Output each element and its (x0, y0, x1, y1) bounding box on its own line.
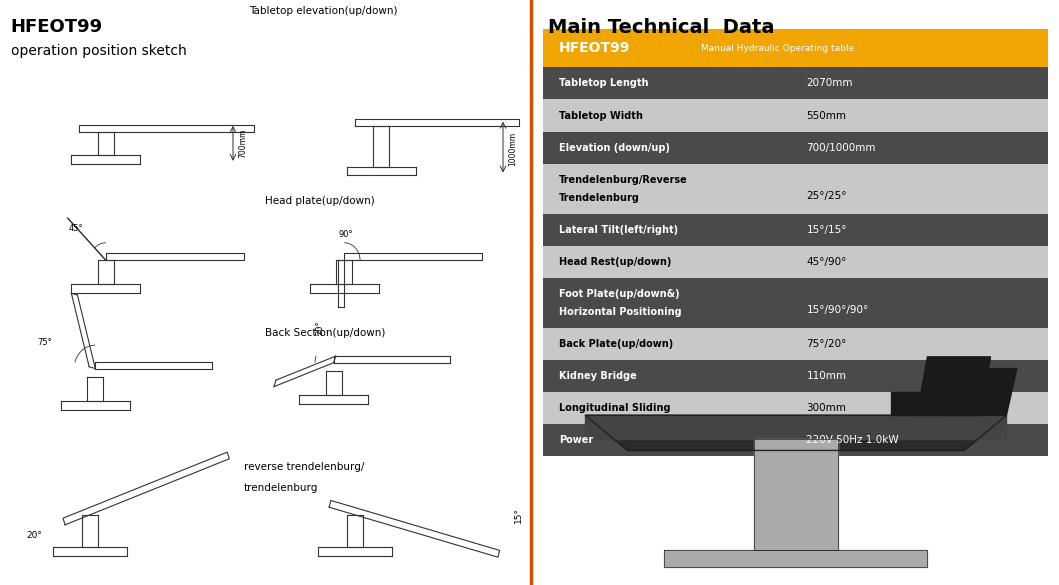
Text: Longitudinal Sliding: Longitudinal Sliding (559, 403, 670, 413)
Text: Tabletop Width: Tabletop Width (559, 111, 643, 121)
Text: Manual Hydraulic Operating table: Manual Hydraulic Operating table (701, 44, 855, 53)
Bar (543, 328, 1048, 360)
Text: Tabletop Length: Tabletop Length (559, 78, 648, 88)
Bar (543, 360, 1048, 392)
Text: HFEOT99: HFEOT99 (11, 18, 103, 36)
Text: 700/1000mm: 700/1000mm (806, 143, 876, 153)
Polygon shape (917, 357, 990, 415)
Text: Power: Power (559, 435, 593, 445)
Bar (543, 392, 1048, 424)
Text: Horizontal Positioning: Horizontal Positioning (559, 307, 682, 316)
Text: 75°: 75° (37, 338, 52, 347)
Text: HFEOT99: HFEOT99 (559, 42, 630, 55)
Text: 20°: 20° (26, 531, 42, 540)
Polygon shape (664, 550, 928, 567)
Text: 1000mm: 1000mm (508, 132, 517, 166)
Text: 75°/20°: 75°/20° (806, 339, 847, 349)
Text: 25°/25°: 25°/25° (806, 191, 847, 201)
Text: 700mm: 700mm (238, 129, 247, 158)
Text: Tabletop elevation(up/down): Tabletop elevation(up/down) (249, 6, 397, 16)
Bar (543, 246, 1048, 278)
Text: Elevation (down/up): Elevation (down/up) (559, 143, 670, 153)
Polygon shape (586, 415, 1006, 439)
Bar (543, 99, 1048, 132)
Text: 110mm: 110mm (806, 371, 846, 381)
Text: Kidney Bridge: Kidney Bridge (559, 371, 636, 381)
Text: 45°: 45° (69, 224, 84, 233)
Text: Foot Plate(up/down&): Foot Plate(up/down&) (559, 289, 680, 299)
Bar (543, 132, 1048, 164)
Text: Main Technical  Data: Main Technical Data (549, 18, 775, 36)
Text: 300mm: 300mm (806, 403, 846, 413)
Text: trendelenburg: trendelenburg (244, 483, 318, 493)
Text: 45°/90°: 45°/90° (806, 257, 847, 267)
Text: operation position sketch: operation position sketch (11, 44, 186, 58)
Text: reverse trendelenburg/: reverse trendelenburg/ (244, 462, 364, 472)
Text: 15°/15°: 15°/15° (806, 225, 847, 235)
Polygon shape (891, 392, 980, 415)
Text: Back Plate(up/down): Back Plate(up/down) (559, 339, 674, 349)
Polygon shape (944, 369, 1017, 415)
Text: 15°: 15° (514, 507, 522, 522)
Text: 15°/90°/90°: 15°/90°/90° (806, 305, 868, 315)
Bar (543, 29, 1048, 67)
Text: 20°: 20° (316, 321, 324, 335)
Bar (543, 424, 1048, 456)
Bar (543, 278, 1048, 328)
Polygon shape (754, 439, 838, 550)
Text: Trendelenburg: Trendelenburg (559, 192, 640, 202)
Text: 550mm: 550mm (806, 111, 846, 121)
Text: Head plate(up/down): Head plate(up/down) (265, 196, 375, 206)
Text: 90°: 90° (339, 230, 354, 239)
Text: Lateral Tilt(left/right): Lateral Tilt(left/right) (559, 225, 678, 235)
Bar (543, 214, 1048, 246)
Text: 2070mm: 2070mm (806, 78, 852, 88)
Polygon shape (586, 415, 1006, 450)
Text: Back Section(up/down): Back Section(up/down) (265, 328, 385, 338)
Text: Trendelenburg/Reverse: Trendelenburg/Reverse (559, 175, 687, 185)
Text: Head Rest(up/down): Head Rest(up/down) (559, 257, 671, 267)
Text: 220V 50Hz 1.0kW: 220V 50Hz 1.0kW (806, 435, 899, 445)
Bar (543, 164, 1048, 214)
Bar (543, 67, 1048, 99)
